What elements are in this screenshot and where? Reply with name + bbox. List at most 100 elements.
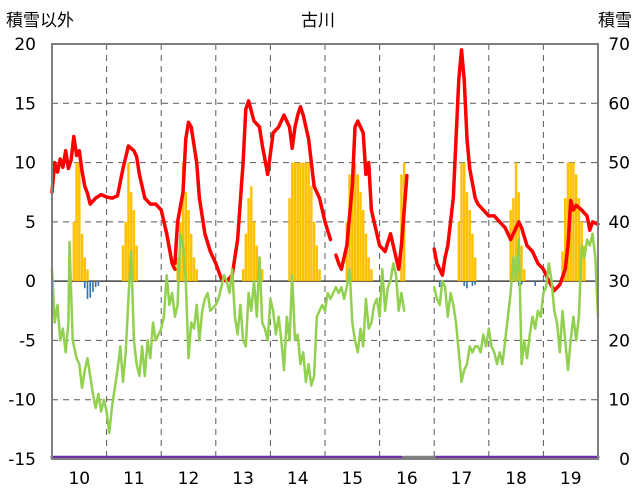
- orange-bar: [176, 257, 179, 282]
- green-series-line: [50, 232, 406, 435]
- x-tick-label: 19: [560, 469, 582, 489]
- red-series-line: [334, 119, 409, 272]
- x-tick-label: 10: [68, 469, 90, 489]
- orange-bar: [255, 245, 258, 282]
- orange-bar: [564, 198, 567, 282]
- orange-bar: [574, 174, 578, 282]
- orange-bar: [318, 269, 321, 282]
- orange-bar: [72, 221, 76, 282]
- blue-bar: [86, 281, 89, 299]
- orange-bar: [517, 192, 521, 282]
- orange-bar: [260, 269, 264, 282]
- left-tick-label: -10: [8, 391, 36, 411]
- line-series: [50, 48, 600, 459]
- orange-bar: [514, 162, 518, 282]
- orange-bar: [465, 192, 469, 282]
- orange-bar: [509, 210, 512, 282]
- left-axis-label: 積雪以外: [6, 11, 74, 31]
- orange-bar: [457, 221, 460, 282]
- orange-bar: [75, 162, 78, 282]
- orange-bar: [351, 174, 354, 282]
- orange-bar: [247, 198, 250, 282]
- orange-bar: [523, 269, 526, 282]
- orange-bar: [190, 233, 193, 282]
- orange-bar: [121, 245, 125, 282]
- grid-lines: [52, 44, 598, 459]
- right-tick-label: 40: [608, 213, 630, 233]
- x-tick-label: 14: [287, 469, 309, 489]
- right-tick-label: 20: [608, 331, 630, 351]
- plot-frame: [51, 43, 599, 460]
- orange-bar: [241, 269, 245, 282]
- x-tick-label: 15: [341, 469, 363, 489]
- orange-bar: [293, 162, 297, 282]
- red-series-line: [432, 48, 600, 293]
- orange-bar: [301, 162, 305, 282]
- blue-bar: [438, 281, 441, 288]
- orange-bar: [367, 257, 370, 282]
- blue-bar: [94, 281, 97, 288]
- red-series-line: [50, 134, 177, 272]
- orange-bar: [583, 245, 586, 282]
- orange-bar: [460, 162, 463, 282]
- right-tick-label: 0: [619, 450, 630, 470]
- left-tick-label: 5: [25, 213, 36, 233]
- orange-bar: [250, 186, 253, 282]
- orange-bar: [78, 162, 81, 282]
- orange-bar: [577, 198, 581, 282]
- orange-bar: [296, 162, 299, 282]
- orange-bar: [370, 269, 373, 282]
- right-tick-label: 30: [608, 272, 630, 292]
- orange-bar: [512, 198, 515, 282]
- green-series-line: [432, 232, 600, 384]
- orange-bar: [129, 192, 133, 282]
- orange-bar: [473, 257, 477, 282]
- left-tick-label: -15: [8, 450, 36, 470]
- orange-bar: [463, 162, 466, 282]
- x-tick-label: 17: [451, 469, 473, 489]
- orange-bar: [127, 162, 130, 282]
- orange-bar: [572, 162, 575, 282]
- orange-bar: [80, 233, 84, 282]
- left-tick-label: 20: [14, 35, 36, 55]
- blue-bar: [89, 281, 92, 298]
- x-tick-label: 16: [396, 469, 418, 489]
- left-tick-label: 0: [25, 272, 36, 292]
- orange-bar: [83, 257, 86, 282]
- orange-bar: [364, 233, 368, 282]
- orange-bar: [187, 210, 190, 282]
- orange-bar: [361, 210, 365, 282]
- orange-bar: [471, 233, 474, 282]
- orange-bar: [312, 221, 316, 282]
- orange-bar: [468, 210, 471, 282]
- blue-bar: [83, 281, 86, 289]
- blue-bar: [520, 281, 523, 285]
- orange-bar: [181, 162, 185, 282]
- left-tick-label: 15: [14, 94, 36, 114]
- left-tick-label: -5: [19, 331, 36, 351]
- right-tick-label: 70: [608, 35, 630, 55]
- orange-bar: [299, 162, 302, 282]
- orange-bar: [132, 210, 136, 282]
- blue-bar: [474, 281, 476, 285]
- blue-bar: [92, 281, 94, 292]
- blue-bar: [463, 281, 466, 286]
- orange-bar: [520, 245, 523, 282]
- orange-bar: [353, 162, 357, 282]
- orange-bar: [86, 269, 89, 282]
- orange-bar: [288, 198, 291, 282]
- x-tick-label: 12: [178, 469, 200, 489]
- x-tick-label: 11: [123, 469, 145, 489]
- right-tick-label: 60: [608, 94, 630, 114]
- chart-title: 古川: [301, 11, 335, 31]
- x-tick-label: 13: [232, 469, 254, 489]
- right-tick-label: 10: [608, 391, 630, 411]
- orange-bar: [561, 251, 564, 282]
- right-tick-label: 50: [608, 154, 630, 174]
- orange-bar: [291, 162, 294, 282]
- blue-bar: [471, 281, 474, 286]
- left-tick-label: 10: [14, 154, 36, 174]
- blue-bar: [534, 281, 537, 286]
